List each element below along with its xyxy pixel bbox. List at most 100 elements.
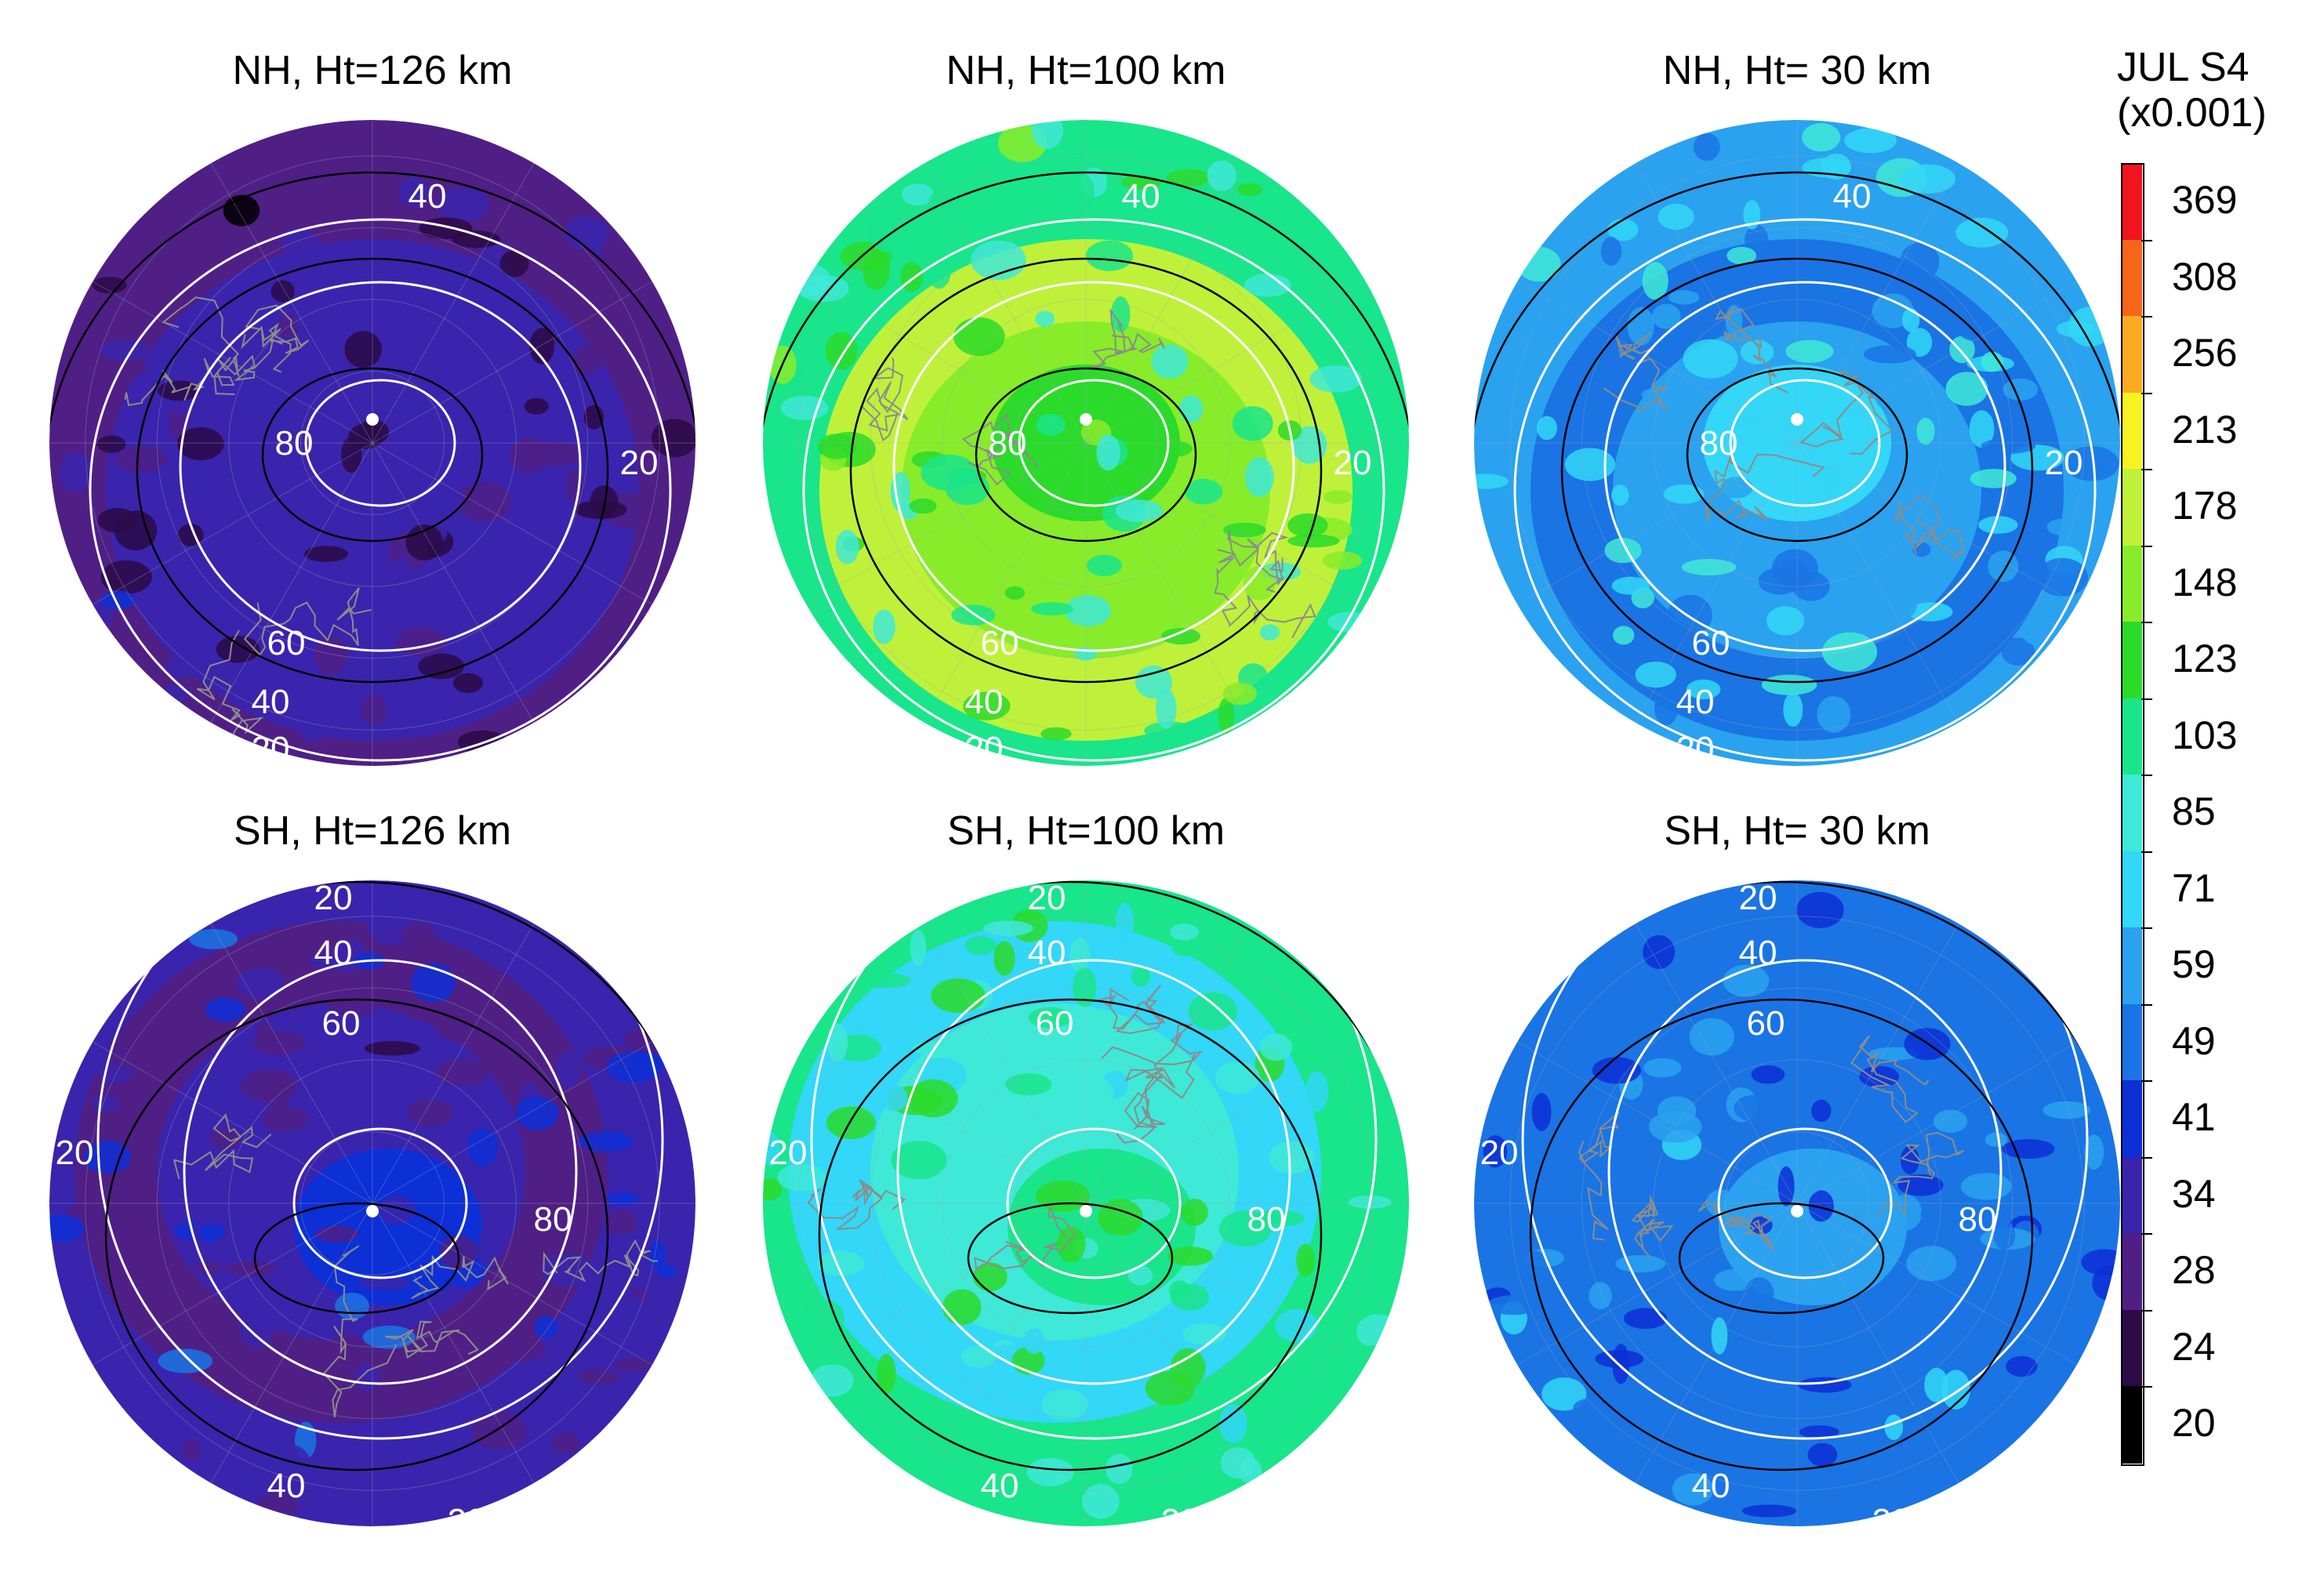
field-patch (1073, 967, 1097, 1007)
contour-label: 20 (314, 879, 353, 917)
coastline (861, 357, 909, 442)
field-patch (377, 1195, 416, 1225)
field-patch (1095, 1174, 1132, 1192)
contour-label: 40 (1676, 683, 1715, 721)
field-patch (1868, 1384, 1885, 1420)
contour-label: 20 (1334, 444, 1372, 482)
latitude-circle (300, 1130, 445, 1276)
field-patch (1561, 1177, 1611, 1195)
coastline (1705, 453, 1825, 522)
pole-marker (1080, 1205, 1092, 1217)
coastline (1100, 1024, 1204, 1144)
field-patch (1811, 1099, 1832, 1123)
meridian-line (1516, 1041, 1798, 1204)
colorbar-tick-label: 71 (2172, 865, 2216, 910)
meridian-line (1635, 923, 1798, 1204)
meridian-line (924, 162, 1087, 444)
meridian-line (210, 162, 373, 444)
coastline (1578, 1111, 1620, 1241)
field-patch (224, 1261, 278, 1276)
latitude-circle (85, 916, 660, 1491)
field-patch (1897, 1174, 1944, 1196)
colorbar-tick-label: 103 (2172, 713, 2238, 757)
field-patch (763, 1178, 783, 1201)
field-patch (912, 1040, 964, 1056)
black-contour (967, 1202, 1174, 1315)
contour-label: 80 (534, 1200, 572, 1239)
field-patch (993, 941, 1015, 976)
contour-label: 40 (409, 177, 447, 216)
colorbar-tick (2141, 1156, 2152, 1159)
field-patch (101, 361, 149, 376)
field-patch (817, 434, 857, 459)
field-patch (467, 1128, 499, 1166)
field-patch (1541, 1377, 1587, 1411)
field-patch (953, 317, 1005, 356)
meridian-line (372, 1203, 653, 1366)
meridian-line (372, 1203, 535, 1484)
field-patch (49, 1214, 85, 1243)
field-patch (648, 1241, 666, 1269)
field-patch (304, 546, 348, 562)
meridian-line (92, 1041, 373, 1204)
field-patch (1759, 891, 1785, 909)
field-patch (1723, 964, 1770, 997)
field-patch (1170, 1283, 1210, 1311)
field-patch (1714, 1268, 1756, 1291)
panel-title: NH, Ht=100 km (946, 48, 1226, 93)
white-contour (1717, 1127, 1893, 1279)
field-patch (114, 445, 167, 473)
field-patch (1799, 1486, 1833, 1525)
field-patch (1978, 516, 2018, 534)
field-patch (1734, 1094, 1774, 1122)
field-patch (223, 911, 253, 928)
field-patch (1073, 1076, 1114, 1108)
field-patch (963, 691, 1011, 720)
meridian-line (1085, 281, 1367, 444)
field-patch (900, 262, 923, 292)
colorbar-swatch (2122, 622, 2142, 699)
field-patch (1524, 344, 1544, 366)
colorbar-tick (2141, 1003, 2152, 1006)
field-patch (1131, 967, 1151, 987)
polar-map-sh-126: 20 40 60 80 40 20 20 (49, 879, 695, 1540)
field-patch (1023, 1327, 1045, 1354)
coastline (162, 296, 283, 381)
field-patch (1620, 1013, 1657, 1036)
meridian-line (92, 1203, 373, 1366)
field-patch (515, 1096, 559, 1130)
field-patch (960, 1345, 997, 1368)
field-patch (2046, 518, 2077, 536)
colorbar-swatch (2122, 1156, 2142, 1234)
colorbar-tick (2141, 927, 2152, 929)
contour-label: 20 (252, 730, 290, 768)
field-patch (1215, 1061, 1261, 1094)
colorbar-tick (2141, 545, 2152, 547)
field-patch (1106, 1453, 1133, 1484)
meridian-line (1635, 1203, 1798, 1484)
latitude-circle (156, 227, 589, 659)
colorbar-swatch (2122, 316, 2142, 394)
field-patch (801, 1298, 844, 1338)
field-patch (1802, 123, 1841, 152)
coastline (1124, 1054, 1196, 1130)
meridian-line (805, 1203, 1087, 1366)
field-patch (1516, 246, 1561, 282)
field-patch (1151, 344, 1189, 379)
white-contour (183, 959, 578, 1385)
field-patch (1487, 1295, 1539, 1315)
white-contour (1603, 281, 2006, 652)
field-patch (1356, 1314, 1400, 1349)
field-patch (1035, 310, 1055, 327)
field-patch (972, 1262, 1008, 1292)
field-patch (1681, 559, 1737, 575)
black-contour (1474, 171, 2120, 766)
field-patch (578, 1131, 634, 1152)
field-patch (983, 920, 1033, 937)
field-patch (1949, 336, 1975, 364)
meridian-line (372, 923, 535, 1204)
colorbar-swatch (2122, 1309, 2142, 1387)
contour-label: 20 (620, 444, 659, 482)
field-patch (1019, 1038, 1069, 1072)
